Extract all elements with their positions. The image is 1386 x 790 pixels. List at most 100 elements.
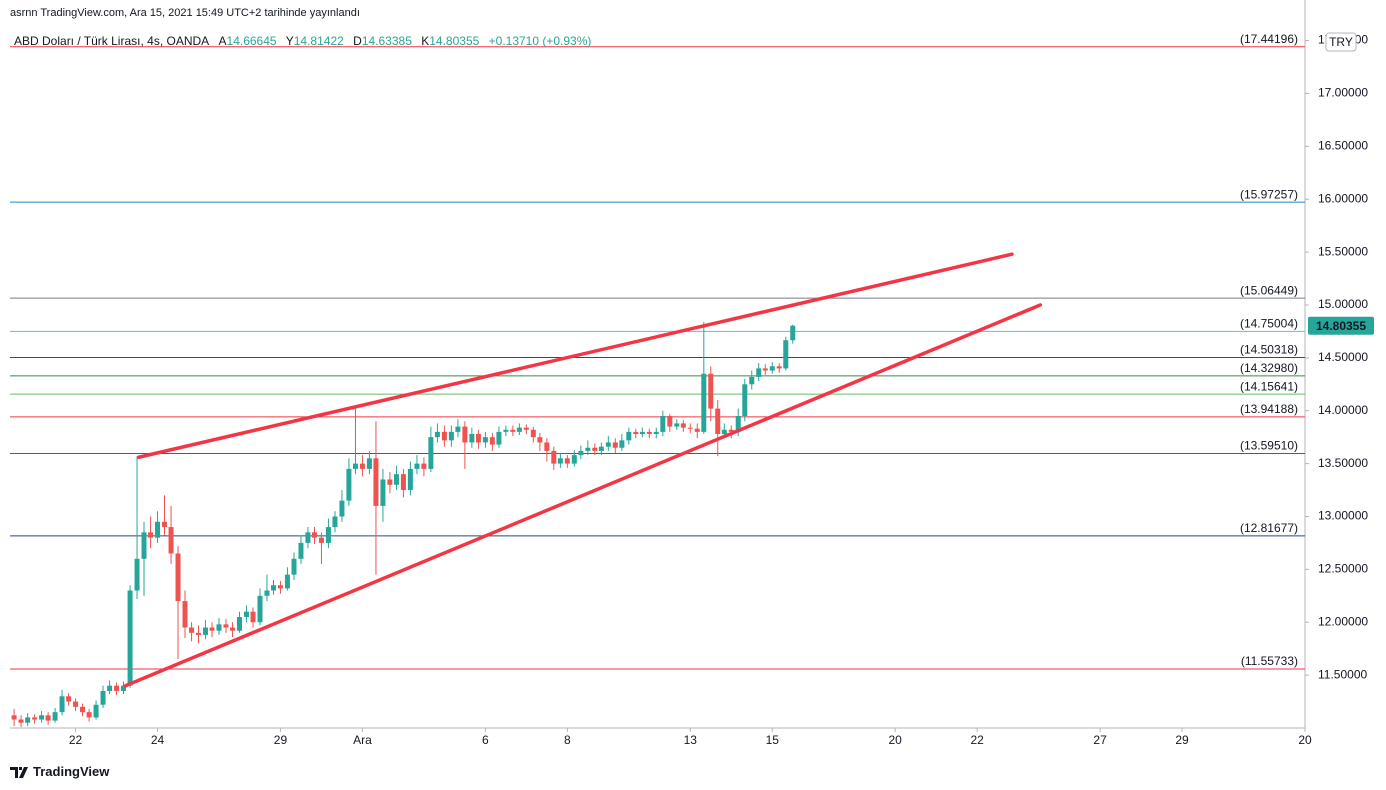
- candle-body: [216, 624, 222, 631]
- published-note: asrnn TradingView.com, Ara 15, 2021 15:4…: [10, 7, 360, 19]
- candle-body: [11, 715, 17, 720]
- candle-body: [134, 558, 140, 591]
- candle-body: [407, 468, 413, 491]
- candle-body: [503, 429, 509, 432]
- candle-body: [728, 429, 734, 432]
- candle-body: [592, 447, 598, 451]
- candle-body: [605, 442, 611, 447]
- candle-body: [318, 537, 324, 543]
- candle-body: [155, 521, 161, 538]
- ohlc-value: 14.81422: [293, 34, 344, 48]
- candle-body: [735, 416, 741, 432]
- y-tick-label: 14.00000: [1318, 403, 1368, 417]
- candle-body: [448, 431, 454, 441]
- candle-body: [414, 463, 420, 469]
- candle-body: [469, 433, 475, 443]
- candle-body: [271, 585, 277, 591]
- candle-body: [715, 408, 721, 434]
- x-tick-label: 29: [274, 733, 288, 747]
- y-tick-label: 13.00000: [1318, 509, 1368, 523]
- candle-body: [516, 427, 522, 432]
- currency-label: TRY: [1329, 35, 1353, 49]
- candle-body: [175, 553, 181, 602]
- candle-body: [428, 437, 434, 469]
- symbol: ABD Doları / Türk Lirası, 4s, OANDA: [14, 34, 210, 48]
- candle-body: [756, 368, 762, 377]
- level-label: (15.97257): [1240, 187, 1298, 201]
- level-label: (14.50318): [1240, 343, 1298, 357]
- candle-body: [223, 624, 229, 628]
- ohlc-label: D: [353, 34, 362, 48]
- candle-body: [544, 442, 550, 451]
- x-tick-label: 27: [1093, 733, 1107, 747]
- candle-body: [776, 366, 782, 369]
- logo: [10, 767, 28, 778]
- candle-body: [619, 440, 625, 448]
- candle-body: [182, 601, 188, 628]
- candle-body: [127, 590, 133, 686]
- candle-body: [762, 368, 768, 371]
- candle-body: [339, 500, 345, 517]
- candle-body: [455, 426, 461, 432]
- candle-body: [209, 627, 215, 631]
- candle-body: [571, 455, 577, 464]
- candle-body: [393, 474, 399, 485]
- candle-body: [400, 474, 406, 491]
- level-label: (14.32980): [1240, 361, 1298, 375]
- candle-body: [674, 423, 680, 427]
- x-tick-label: 24: [151, 733, 165, 747]
- candle-body: [482, 437, 488, 443]
- candle-body: [161, 521, 167, 528]
- x-tick-label: 22: [970, 733, 984, 747]
- x-tick-label: 20: [1298, 733, 1312, 747]
- candle-body: [311, 532, 317, 538]
- candle-body: [653, 431, 659, 434]
- candle-body: [475, 433, 481, 443]
- candle-body: [346, 468, 352, 501]
- x-tick-label: Ara: [353, 733, 372, 747]
- candle-body: [551, 450, 557, 464]
- candle-body: [708, 373, 714, 409]
- candle-body: [680, 423, 686, 428]
- candle-body: [66, 696, 72, 702]
- candle-body: [510, 429, 516, 432]
- candle-body: [45, 715, 51, 721]
- candle-body: [243, 611, 249, 617]
- candle-body: [325, 527, 331, 543]
- ohlc-label: A: [218, 34, 227, 48]
- legend-header: ABD Doları / Türk Lirası, 4s, OANDA A 14.…: [14, 34, 597, 48]
- candle-body: [264, 590, 270, 596]
- y-tick-label: 12.50000: [1318, 562, 1368, 576]
- candle-body: [257, 595, 263, 623]
- level-label: (13.59510): [1240, 439, 1298, 453]
- level-label: (15.06449): [1240, 283, 1298, 297]
- currency-box: [1325, 32, 1357, 52]
- level-label: (13.94188): [1240, 402, 1298, 416]
- candle-body: [687, 427, 693, 429]
- ohlc-value: 14.63385: [361, 34, 412, 48]
- y-tick-label: 14.50000: [1318, 350, 1368, 364]
- ohlc-label: Y: [285, 34, 294, 48]
- candle-body: [32, 717, 38, 720]
- candle-body: [612, 442, 618, 448]
- candle-body: [387, 479, 393, 485]
- y-tick-label: 15.00000: [1318, 297, 1368, 311]
- candle-body: [236, 616, 242, 631]
- level-label: (14.15641): [1240, 379, 1298, 393]
- candle-body: [667, 416, 673, 427]
- y-tick-label: 11.50000: [1318, 667, 1367, 681]
- candle-body: [121, 685, 127, 691]
- price-tag-label: 14.80355: [1316, 319, 1366, 333]
- candle-body: [148, 532, 154, 538]
- candle-body: [332, 516, 338, 528]
- candle-body: [380, 479, 386, 506]
- y-tick-label: 12.00000: [1318, 614, 1368, 628]
- candle-body: [523, 427, 529, 430]
- candle-body: [100, 690, 106, 705]
- candle-body: [18, 719, 24, 723]
- candle-body: [421, 463, 427, 469]
- trend-line: [123, 303, 1043, 688]
- candle-body: [639, 431, 645, 434]
- x-tick-label: 29: [1175, 733, 1189, 747]
